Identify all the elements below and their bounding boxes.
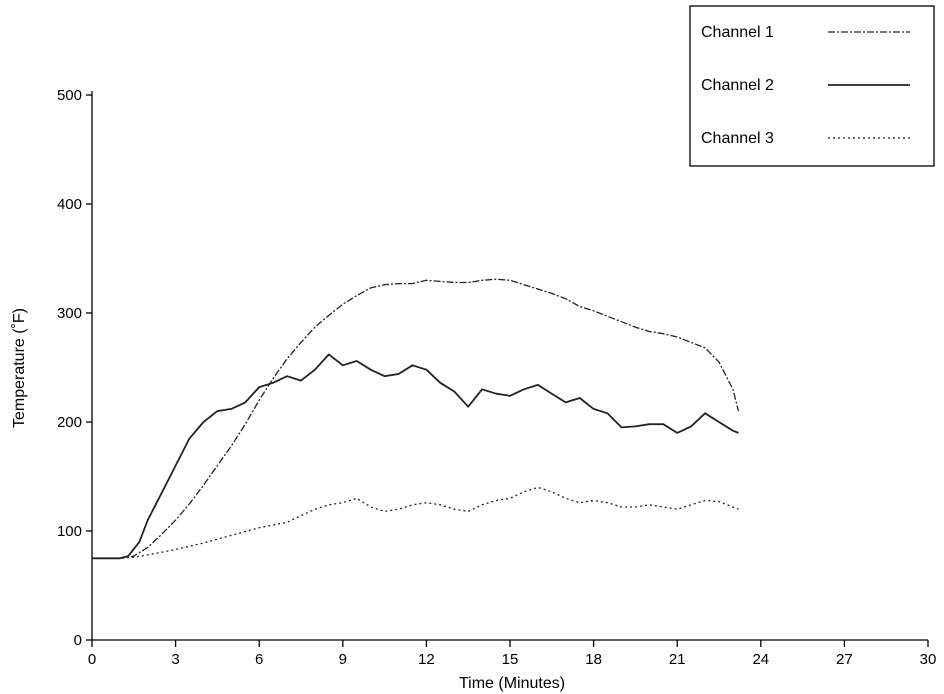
x-tick-label: 27 [836,651,853,668]
legend-label-channel-3: Channel 3 [701,130,774,147]
y-tick-label: 200 [57,414,82,431]
y-tick-label: 100 [57,523,82,540]
y-axis-title: Temperature (˚F) [11,308,28,428]
y-tick-label: 0 [74,632,82,649]
series-layer [92,278,740,560]
x-tick-label: 18 [585,651,602,668]
legend-label-channel-2: Channel 2 [701,77,774,94]
series-line-channel-3 [92,486,739,559]
x-tick-label: 0 [88,651,96,668]
x-tick-label: 30 [920,651,937,668]
legend-label-channel-1: Channel 1 [701,24,774,41]
y-tick-label: 400 [57,196,82,213]
legend-box [689,5,935,167]
x-tick-label: 3 [171,651,179,668]
legend: Channel 1 Channel 2 Channel 3 [689,5,935,167]
series-line-channel-2 [92,353,739,560]
x-tick-label: 21 [669,651,686,668]
series-line-channel-1 [92,278,740,559]
x-tick-label: 9 [339,651,347,668]
x-tick-label: 12 [418,651,435,668]
x-tick-label: 15 [502,651,519,668]
x-axis-title: Time (Minutes) [459,675,565,692]
y-tick-label: 300 [57,305,82,322]
x-tick-label: 6 [255,651,263,668]
x-tick-label: 24 [752,651,769,668]
y-tick-label: 500 [57,87,82,104]
